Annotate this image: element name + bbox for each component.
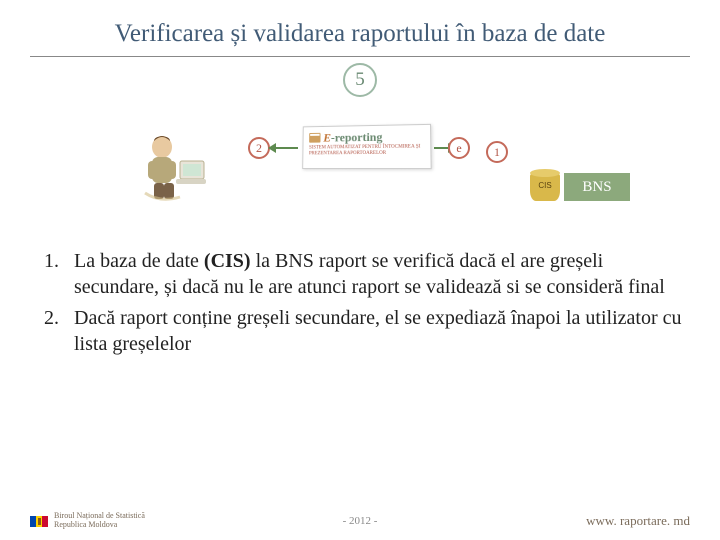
list-item-1-cis: (CIS) bbox=[204, 250, 251, 272]
explanation-list: La baza de date (CIS) la BNS raport se v… bbox=[30, 249, 690, 357]
user-icon bbox=[140, 131, 210, 208]
cis-database-icon: CIS bbox=[530, 173, 560, 203]
page-title: Verificarea și validarea raportului în b… bbox=[30, 20, 690, 48]
arrow-right-icon bbox=[434, 147, 448, 149]
divider bbox=[30, 56, 690, 57]
moldova-flag-icon bbox=[30, 516, 48, 527]
cis-label: CIS bbox=[530, 181, 560, 190]
ereporting-card: E-reporting SISTEM AUTOMATIZAT PENTRU ÎN… bbox=[302, 124, 432, 169]
arrow-left-icon bbox=[276, 147, 298, 149]
footer-url: www. raportare. md bbox=[586, 513, 690, 529]
footer-left: Biroul Național de Statistică Republica … bbox=[30, 512, 145, 530]
step-badge-1: 1 bbox=[486, 141, 508, 163]
ereporting-subtitle: SISTEM AUTOMATIZAT PENTRU ÎNTOCMIREA ȘI … bbox=[309, 144, 424, 156]
footer-org: Biroul Național de Statistică Republica … bbox=[54, 512, 145, 530]
list-item-1-pre: La baza de date bbox=[74, 250, 204, 272]
badge-e: e bbox=[448, 137, 470, 159]
diagram-area: 2 E-reporting SISTEM AUTOMATIZAT PENTRU … bbox=[30, 103, 690, 233]
ereporting-brand: -reporting bbox=[331, 130, 382, 145]
footer: Biroul Național de Statistică Republica … bbox=[30, 512, 690, 530]
step-badge-2: 2 bbox=[248, 137, 270, 159]
ereporting-prefix: E bbox=[323, 131, 331, 145]
list-item: La baza de date (CIS) la BNS raport se v… bbox=[64, 249, 684, 300]
footer-org-line2: Republica Moldova bbox=[54, 521, 145, 530]
bns-box: BNS bbox=[564, 173, 630, 201]
step-badge-5: 5 bbox=[343, 63, 377, 97]
ereporting-logo: E-reporting bbox=[309, 129, 424, 146]
list-item: Dacă raport conține greșeli secundare, e… bbox=[64, 306, 684, 357]
footer-year: - 2012 - bbox=[343, 515, 378, 527]
